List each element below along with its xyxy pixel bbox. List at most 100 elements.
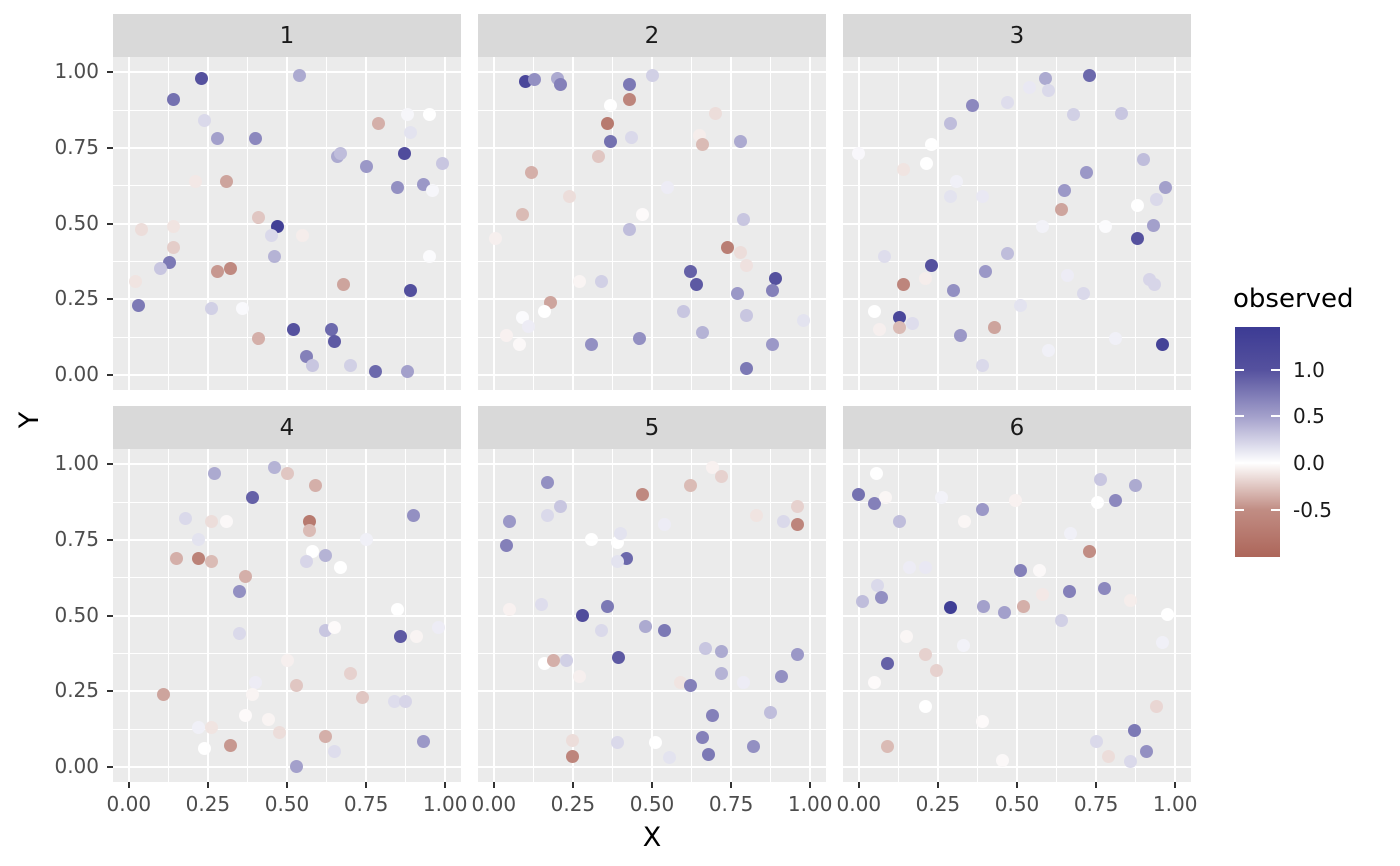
data-point xyxy=(977,599,991,613)
data-point xyxy=(1140,745,1154,759)
y-tick-mark xyxy=(107,222,113,225)
data-point xyxy=(775,669,789,683)
y-tick-mark xyxy=(107,298,113,301)
legend-tick-mark xyxy=(1271,462,1280,464)
major-gridline xyxy=(113,538,461,541)
data-point xyxy=(918,699,932,713)
data-point xyxy=(1023,80,1037,94)
data-point xyxy=(764,705,778,719)
data-point xyxy=(191,551,205,565)
data-point xyxy=(765,338,779,352)
data-point xyxy=(391,180,405,194)
facet-strip: 5 xyxy=(478,406,826,449)
x-tick-label: 0.50 xyxy=(629,792,675,816)
data-point xyxy=(893,321,907,335)
data-point xyxy=(286,323,300,336)
major-gridline xyxy=(113,463,461,466)
data-point xyxy=(191,721,205,734)
data-point xyxy=(299,554,313,568)
major-gridline xyxy=(478,614,826,617)
facet-panel xyxy=(478,57,826,390)
data-point xyxy=(245,687,259,701)
y-tick-mark xyxy=(107,373,113,376)
data-point xyxy=(920,156,934,170)
data-point xyxy=(918,648,932,662)
data-point xyxy=(1094,472,1108,486)
data-point xyxy=(966,98,980,112)
y-tick-label: 0.50 xyxy=(54,210,99,235)
data-point xyxy=(683,478,697,492)
data-point xyxy=(204,515,218,529)
legend-tick-mark xyxy=(1235,415,1244,418)
data-point xyxy=(500,329,513,342)
data-point xyxy=(918,271,932,285)
data-point xyxy=(896,162,910,176)
data-point xyxy=(1083,68,1097,82)
data-point xyxy=(1108,332,1122,345)
data-point xyxy=(1039,71,1052,85)
data-point xyxy=(264,229,278,243)
data-point xyxy=(1013,298,1027,312)
data-point xyxy=(1061,268,1075,282)
y-tick-mark xyxy=(107,538,113,541)
data-point xyxy=(870,466,883,480)
data-point xyxy=(996,754,1010,768)
data-point xyxy=(290,760,303,774)
data-point xyxy=(639,619,653,633)
data-point xyxy=(645,68,659,82)
data-point xyxy=(715,645,729,659)
data-point xyxy=(537,304,551,318)
minor-gridline xyxy=(1135,449,1137,782)
data-point xyxy=(1013,563,1027,577)
data-point xyxy=(397,147,411,161)
data-point xyxy=(734,135,748,149)
x-tick-mark xyxy=(1016,782,1018,788)
x-tick-mark xyxy=(809,782,812,788)
data-point xyxy=(768,271,782,285)
facet-strip-label: 5 xyxy=(644,414,660,441)
major-gridline xyxy=(843,538,1191,541)
data-point xyxy=(708,106,722,120)
minor-gridline xyxy=(843,109,1191,111)
x-tick-label: 0.25 xyxy=(185,792,231,816)
data-point xyxy=(207,466,221,480)
data-point xyxy=(925,138,939,152)
data-point xyxy=(198,742,212,756)
facet-strip-label: 1 xyxy=(279,22,295,49)
data-point xyxy=(721,241,735,255)
data-point xyxy=(868,304,882,318)
data-point xyxy=(947,283,961,297)
data-point xyxy=(293,68,307,82)
data-point xyxy=(1146,218,1160,232)
facet-strip: 3 xyxy=(843,14,1191,57)
data-point xyxy=(1156,338,1169,352)
data-point xyxy=(585,533,599,547)
legend-tick-label: 0.0 xyxy=(1293,451,1325,475)
data-point xyxy=(343,359,357,373)
x-tick-mark xyxy=(730,782,733,788)
data-point xyxy=(696,138,710,152)
legend-tick-mark xyxy=(1235,368,1244,371)
data-point xyxy=(661,180,675,194)
data-point xyxy=(1080,165,1094,179)
major-gridline xyxy=(809,449,812,782)
data-point xyxy=(1108,494,1122,507)
minor-gridline xyxy=(1056,57,1057,390)
data-point xyxy=(128,274,142,288)
data-point xyxy=(1058,183,1071,197)
data-point xyxy=(1001,95,1014,109)
data-point xyxy=(233,584,246,598)
data-point xyxy=(696,326,710,339)
data-point xyxy=(944,601,958,615)
x-tick-label: 1.00 xyxy=(787,792,833,816)
data-point xyxy=(997,606,1011,619)
data-point xyxy=(166,220,180,233)
data-point xyxy=(560,654,574,668)
data-point xyxy=(328,335,341,349)
facet-strip-label: 6 xyxy=(1009,414,1025,441)
data-point xyxy=(604,135,618,149)
data-point xyxy=(1130,232,1144,246)
data-point xyxy=(236,301,250,315)
data-point xyxy=(975,715,989,728)
data-point xyxy=(610,736,624,750)
